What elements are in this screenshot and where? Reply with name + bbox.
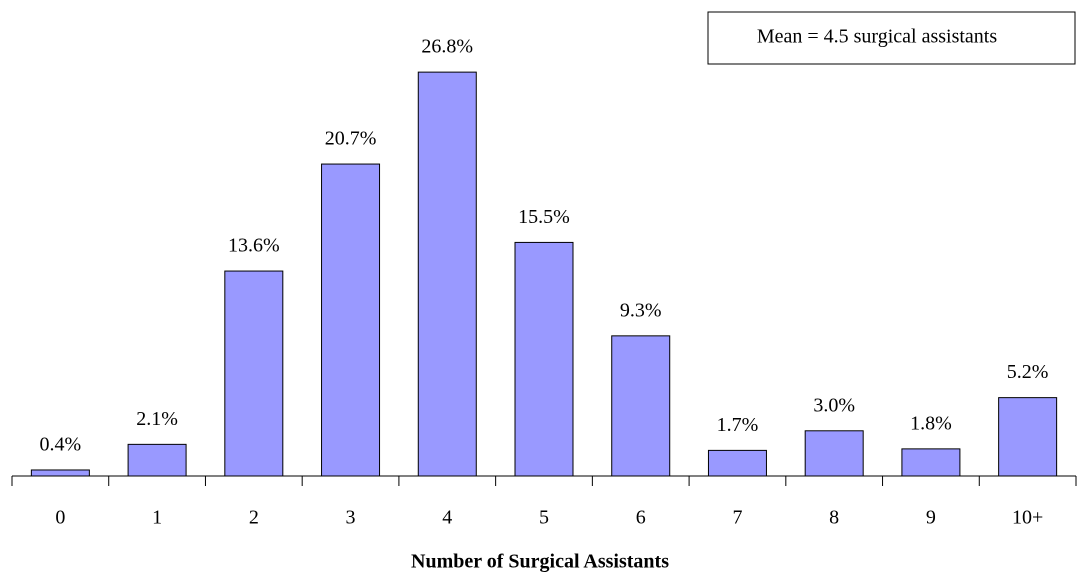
- value-label: 0.4%: [40, 434, 82, 456]
- annotation-box: [707, 11, 1076, 65]
- x-tick-label: 3: [346, 507, 356, 529]
- x-tick-label: 9: [926, 507, 936, 529]
- value-label: 5.2%: [1007, 361, 1049, 383]
- value-label: 15.5%: [518, 206, 570, 228]
- value-label: 9.3%: [620, 299, 662, 321]
- annotation: Mean = 4.5 surgical assistants: [757, 26, 998, 48]
- x-tick-label: 7: [732, 507, 742, 529]
- value-label: 1.7%: [717, 414, 759, 436]
- x-tick-label: 8: [829, 507, 839, 529]
- value-label: 26.8%: [421, 36, 473, 58]
- x-tick-label: 10+: [1012, 507, 1043, 529]
- value-label: 3.0%: [813, 394, 855, 416]
- bar: [514, 241, 574, 477]
- x-tick-label: 0: [55, 507, 65, 529]
- bar: [707, 449, 767, 477]
- value-label: 1.8%: [910, 412, 952, 434]
- bar: [321, 163, 381, 477]
- x-tick-label: 4: [442, 507, 452, 529]
- x-tick-label: 6: [636, 507, 646, 529]
- bar: [224, 270, 284, 477]
- value-label: 13.6%: [228, 235, 280, 257]
- bar: [417, 71, 477, 477]
- bar: [901, 448, 961, 477]
- bar: [127, 443, 187, 477]
- bar: [804, 430, 864, 477]
- value-label: 2.1%: [136, 408, 178, 430]
- bar: [30, 469, 90, 477]
- x-tick-label: 2: [249, 507, 259, 529]
- value-label: 20.7%: [325, 128, 377, 150]
- bar: [998, 397, 1058, 477]
- x-tick-label: 5: [539, 507, 549, 529]
- bar: [611, 335, 671, 477]
- x-tick-label: 1: [152, 507, 162, 529]
- x-axis-title: Number of Surgical Assistants: [411, 551, 669, 573]
